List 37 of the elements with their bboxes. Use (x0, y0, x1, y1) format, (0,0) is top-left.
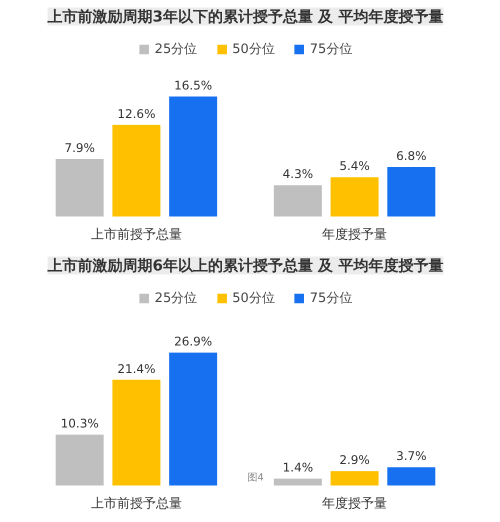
legend-label: 25分位 (154, 41, 198, 58)
x-tick-label: 上市前授予总量 (90, 228, 182, 242)
chart-title: 上市前激励周期3年以下的累计授予总量 及 平均年度授予量 (46, 8, 444, 26)
legend-label: 50分位 (232, 41, 275, 58)
data-label: 26.9% (174, 334, 212, 349)
bar (387, 167, 436, 216)
bar (274, 478, 322, 486)
legend-label: 50分位 (232, 290, 275, 307)
legend-label: 75分位 (310, 290, 352, 307)
data-label: 12.6% (117, 106, 156, 121)
x-tick-label: 年度授予量 (322, 226, 388, 242)
bar (112, 380, 160, 486)
legend-label: 25分位 (154, 290, 198, 307)
data-label: 6.8% (396, 149, 427, 164)
x-tick-label: 年度授予量 (322, 496, 388, 512)
bar (112, 124, 160, 216)
data-label: 2.9% (339, 453, 370, 468)
bar (274, 185, 322, 216)
data-label: 21.4% (117, 362, 156, 376)
x-tick-label: 上市前授予总量 (90, 496, 182, 512)
chart-title: 上市前激励周期6年以上的累计授予总量 及 平均年度授予量 (46, 256, 444, 274)
bar (387, 467, 436, 486)
data-label: 16.5% (174, 78, 212, 92)
data-label: 10.3% (60, 416, 99, 431)
bar (330, 471, 379, 486)
bar (56, 159, 104, 216)
bar (330, 177, 379, 216)
bar (56, 434, 104, 486)
data-label: 5.4% (339, 159, 370, 174)
legend-label: 75分位 (310, 41, 352, 58)
data-label: 3.7% (396, 449, 427, 464)
bar (169, 352, 218, 486)
bar (169, 96, 218, 216)
data-label: 7.9% (64, 141, 95, 156)
data-label: 4.3% (282, 167, 314, 182)
data-label: 1.4% (282, 460, 314, 475)
annotation: 图4 (247, 472, 264, 484)
